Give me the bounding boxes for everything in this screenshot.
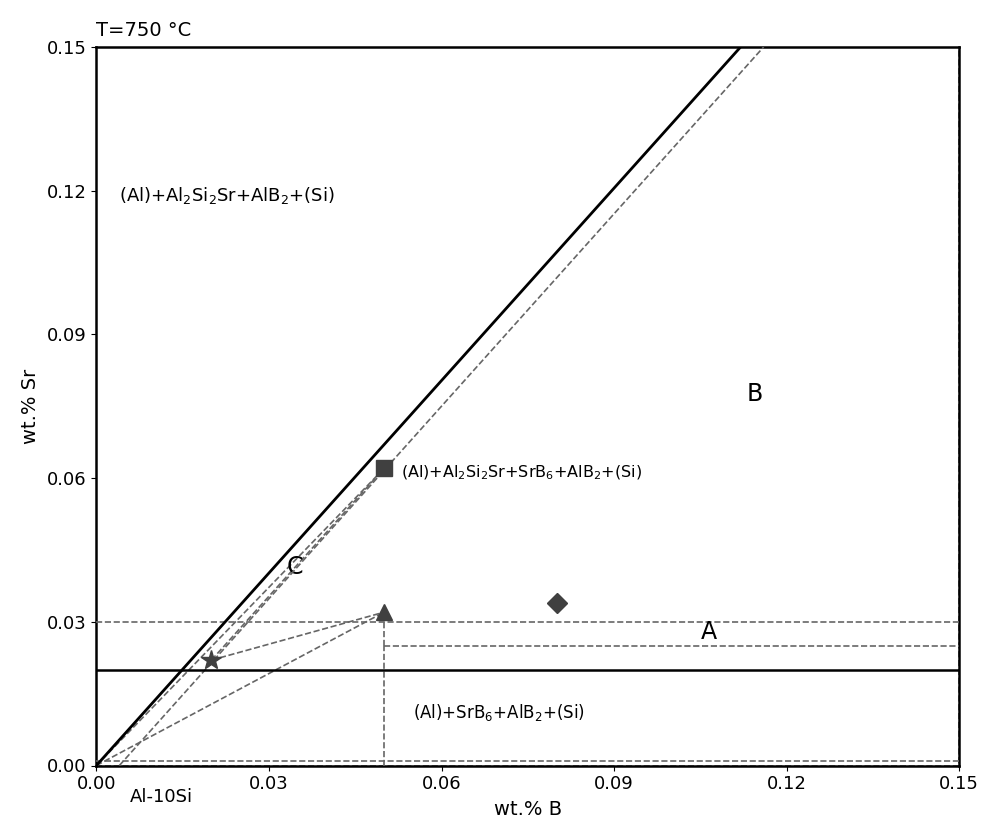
X-axis label: wt.% B: wt.% B [494, 801, 562, 819]
Text: A: A [700, 620, 716, 643]
Text: B: B [746, 382, 763, 407]
Text: T=750 °C: T=750 °C [96, 21, 192, 39]
Text: C: C [286, 555, 303, 579]
Text: (Al)+SrB$_6$+AlB$_2$+(Si): (Al)+SrB$_6$+AlB$_2$+(Si) [413, 702, 585, 723]
Text: Al-10Si: Al-10Si [130, 788, 193, 806]
Text: (Al)+Al$_2$Si$_2$Sr+AlB$_2$+(Si): (Al)+Al$_2$Si$_2$Sr+AlB$_2$+(Si) [119, 185, 335, 206]
Text: (Al)+Al$_2$Si$_2$Sr+SrB$_6$+AlB$_2$+(Si): (Al)+Al$_2$Si$_2$Sr+SrB$_6$+AlB$_2$+(Si) [401, 464, 642, 482]
Y-axis label: wt.% Sr: wt.% Sr [21, 369, 40, 444]
